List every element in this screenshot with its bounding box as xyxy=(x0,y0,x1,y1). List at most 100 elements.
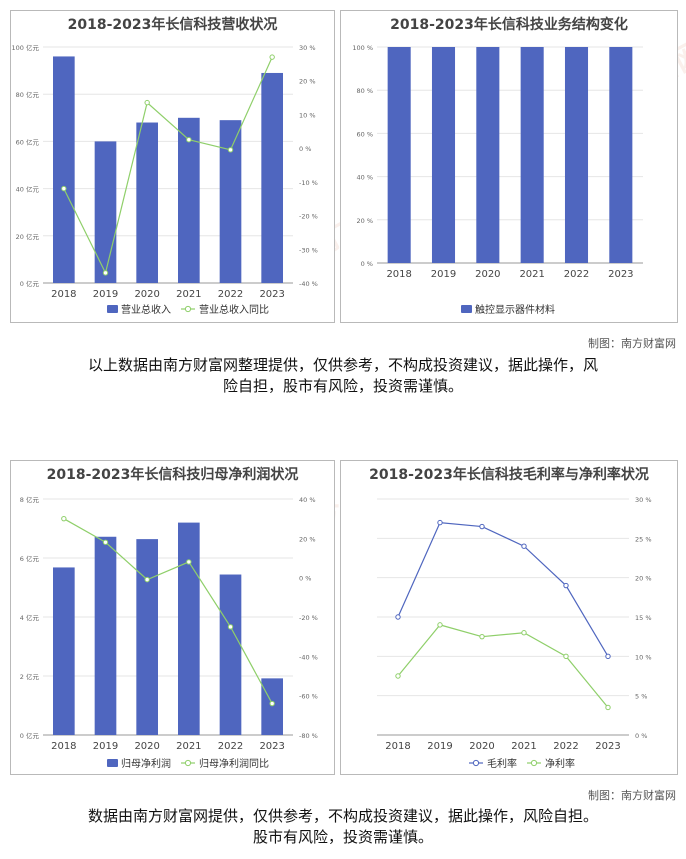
x-tick-label: 2020 xyxy=(469,741,494,752)
y-tick-label: 20 亿元 xyxy=(16,232,40,241)
bar xyxy=(564,47,589,263)
credit-label: 制图：南方财富网 xyxy=(588,337,676,350)
series-line xyxy=(397,521,609,657)
y-tick-label: 80 亿元 xyxy=(16,90,40,99)
y2-tick-label: 0 % xyxy=(299,575,311,583)
legend-swatch xyxy=(184,305,192,313)
data-point xyxy=(269,54,275,60)
disclaimer-line: 险自担，股市有风险，投资需谨慎。 xyxy=(222,377,463,395)
data-point xyxy=(563,653,569,660)
data-point xyxy=(61,515,67,522)
data-point xyxy=(521,543,527,549)
disclaimer-line: 数据由南方财富网提供，仅供参考，不构成投资建议，据此操作，风险自担。 xyxy=(87,807,598,825)
bar xyxy=(136,539,158,735)
y-tick-label: 0 亿元 xyxy=(20,731,40,740)
bar xyxy=(53,567,75,735)
x-tick-label: 2020 xyxy=(134,741,159,752)
bar xyxy=(178,522,200,735)
legend-label: 触控显示器件材料 xyxy=(475,303,555,316)
x-tick-label: 2019 xyxy=(431,269,456,280)
data-point xyxy=(186,559,192,565)
x-tick-label: 2020 xyxy=(134,289,159,300)
x-tick-label: 2019 xyxy=(427,741,452,752)
y2-tick-label: -10 % xyxy=(299,179,318,187)
y2-tick-label: -40 % xyxy=(299,280,318,288)
data-point xyxy=(61,185,67,192)
bar xyxy=(261,678,283,735)
series-line xyxy=(63,518,273,704)
disclaimer-line: 以上数据由南方财富网整理提供，仅供参考，不构成投资建议，据此操作，风 xyxy=(87,356,598,374)
net-profit-chart-panel: 2018-2023年长信科技归母净利润状况 0 亿元 2 亿元 4 亿元 6 亿元 8 … xyxy=(10,460,335,775)
legend-label: 归母净利润 xyxy=(121,757,171,770)
y2-tick-label: -60 % xyxy=(299,693,318,701)
data-point xyxy=(269,700,275,707)
y2-tick-label: 20 % xyxy=(635,575,652,583)
legend-swatch xyxy=(530,759,538,767)
y-tick-label: 80 % xyxy=(356,87,373,95)
y2-tick-label: 30 % xyxy=(299,44,316,52)
y2-tick-label: -20 % xyxy=(299,614,318,622)
y2-tick-label: 15 % xyxy=(635,614,652,622)
y2-tick-label: -30 % xyxy=(299,246,318,254)
y2-tick-label: 40 % xyxy=(299,496,316,504)
x-tick-label: 2020 xyxy=(475,269,500,280)
bar xyxy=(53,56,75,283)
y-tick-label: 40 亿元 xyxy=(16,185,40,194)
y2-tick-label: 20 % xyxy=(299,78,316,86)
y-tick-label: 20 % xyxy=(356,217,373,225)
bar xyxy=(136,122,158,284)
data-point xyxy=(395,673,401,679)
x-tick-label: 2018 xyxy=(385,741,410,752)
chart-title: 2018-2023年长信科技营收状况 xyxy=(67,17,278,33)
y2-tick-label: -20 % xyxy=(299,213,318,221)
data-point xyxy=(395,614,401,620)
data-point xyxy=(144,576,150,583)
margin-chart: 0 % 5 % 10 % 15 % 20 % 25 % 30 % 2018 2019 2020 20… xyxy=(377,496,652,770)
x-tick-label: 2022 xyxy=(218,741,243,752)
y2-tick-label: 0 % xyxy=(635,732,647,740)
series-line xyxy=(63,56,273,275)
x-tick-label: 2018 xyxy=(386,269,411,280)
legend-swatch xyxy=(184,759,192,767)
y2-tick-label: 20 % xyxy=(299,535,316,543)
x-tick-label: 2022 xyxy=(218,289,243,300)
y-tick-label: 60 % xyxy=(356,130,373,138)
y-tick-label: 40 % xyxy=(356,174,373,182)
y2-tick-label: 10 % xyxy=(635,653,652,661)
data-point xyxy=(521,630,527,636)
y2-tick-label: 10 % xyxy=(299,111,316,119)
x-tick-label: 2021 xyxy=(176,289,201,300)
chart-title: 2018-2023年长信科技归母净利润状况 xyxy=(46,467,299,483)
legend-swatch xyxy=(472,759,480,767)
disclaimer-text: 数据由南方财富网提供，仅供参考，不构成投资建议，据此操作，风险自担。 股市有风险… xyxy=(20,806,666,848)
y2-tick-label: 25 % xyxy=(635,535,652,543)
legend-swatch xyxy=(107,759,118,767)
x-tick-label: 2018 xyxy=(51,741,76,752)
bar xyxy=(387,47,411,263)
data-point xyxy=(479,633,485,640)
y-tick-label: 8 亿元 xyxy=(20,495,40,504)
x-tick-label: 2022 xyxy=(564,269,589,280)
y-tick-label: 6 亿元 xyxy=(20,554,40,563)
data-point xyxy=(605,653,611,660)
data-point xyxy=(479,523,485,530)
y2-tick-label: 0 % xyxy=(299,145,311,153)
chart-title: 2018-2023年长信科技毛利率与净利率状况 xyxy=(369,467,649,483)
x-tick-label: 2023 xyxy=(608,269,633,280)
credit-label: 制图：南方财富网 xyxy=(588,789,676,802)
disclaimer-text: 以上数据由南方财富网整理提供，仅供参考，不构成投资建议，据此操作，风 险自担，股… xyxy=(20,355,666,397)
data-point xyxy=(102,539,109,545)
bar xyxy=(261,72,283,284)
x-tick-label: 2021 xyxy=(176,741,201,752)
net-profit-chart: 0 亿元 2 亿元 4 亿元 6 亿元 8 亿元 -80 % -60 % -40 % -20 %… xyxy=(20,495,318,770)
data-point xyxy=(227,624,234,630)
y2-tick-label: 5 % xyxy=(635,693,647,701)
y2-tick-label: -40 % xyxy=(299,653,318,661)
data-point xyxy=(227,147,234,153)
business-structure-chart: 0 % 20 % 40 % 60 % 80 % 100 % 2018 2019 2020 2021… xyxy=(352,44,643,316)
legend-label: 净利率 xyxy=(545,757,575,770)
data-point xyxy=(437,622,443,628)
margin-chart-panel: 2018-2023年长信科技毛利率与净利率状况 0 % 5 % 10 % 15 % 20… xyxy=(340,460,678,775)
y-tick-label: 60 亿元 xyxy=(16,137,40,146)
legend-swatch xyxy=(107,305,118,313)
